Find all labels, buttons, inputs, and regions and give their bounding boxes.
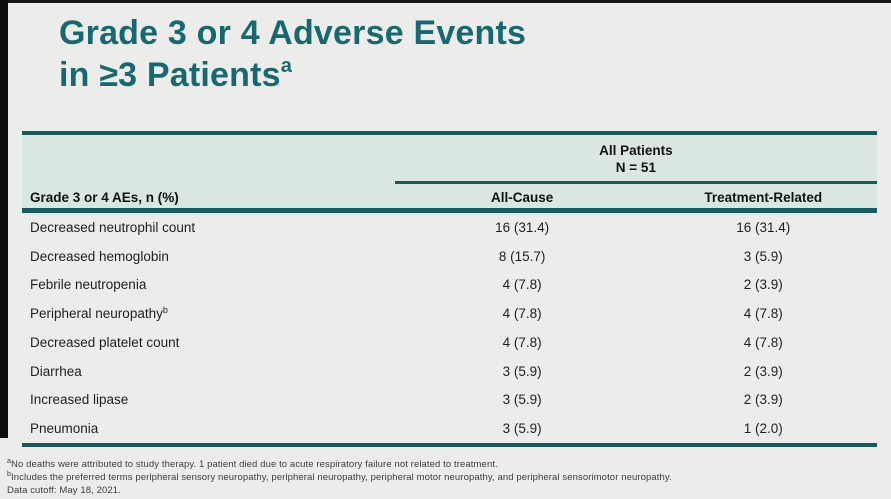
slide-title-line2: in ≥3 Patientsa xyxy=(59,55,293,94)
cell-treatment-related: 2 (3.9) xyxy=(743,363,783,379)
adverse-events-table: All Patients N = 51 Grade 3 or 4 AEs, n … xyxy=(22,131,877,447)
row-label: Febrile neutropenia xyxy=(30,277,147,293)
column-header-aes: Grade 3 or 4 AEs, n (%) xyxy=(30,190,179,205)
row-label: Decreased neutrophil count xyxy=(30,219,196,235)
table-row: Decreased neutrophil count 16 (31.4) 16 … xyxy=(22,213,877,242)
cell-all-cause: 3 (5.9) xyxy=(502,392,542,408)
cell-all-cause: 4 (7.8) xyxy=(502,277,542,293)
row-label: Increased lipase xyxy=(30,392,129,408)
footnote-a-marker: a xyxy=(7,457,11,465)
cell-all-cause: 16 (31.4) xyxy=(495,219,550,235)
table-row: Pneumonia 3 (5.9) 1 (2.0) xyxy=(22,414,877,443)
spanner-line2: N = 51 xyxy=(615,160,656,175)
table-row: Increased lipase 3 (5.9) 2 (3.9) xyxy=(22,386,877,415)
table-row: Peripheral neuropathyb 4 (7.8) 4 (7.8) xyxy=(22,299,877,328)
left-edge-bar xyxy=(0,0,8,438)
slide-title-line1: Grade 3 or 4 Adverse Events xyxy=(59,14,527,52)
cell-all-cause: 4 (7.8) xyxy=(502,334,542,350)
cell-treatment-related: 2 (3.9) xyxy=(743,277,783,293)
cell-treatment-related: 2 (3.9) xyxy=(743,392,783,408)
column-header-treatment-related: Treatment-Related xyxy=(704,190,823,205)
table-header: All Patients N = 51 Grade 3 or 4 AEs, n … xyxy=(22,131,877,213)
cell-treatment-related: 3 (5.9) xyxy=(743,248,783,264)
footnote-a: aNo deaths were attributed to study ther… xyxy=(7,457,498,470)
table-row: Febrile neutropenia 4 (7.8) 2 (3.9) xyxy=(22,271,877,300)
cell-all-cause: 4 (7.8) xyxy=(502,306,542,322)
footnotes: aNo deaths were attributed to study ther… xyxy=(7,458,672,497)
row-label: Decreased hemoglobin xyxy=(30,248,169,264)
cell-all-cause: 3 (5.9) xyxy=(502,363,542,379)
footnote-data-cutoff: Data cutoff: May 18, 2021. xyxy=(7,485,121,496)
spanner-line1: All Patients xyxy=(599,143,673,158)
cell-treatment-related: 4 (7.8) xyxy=(743,306,783,322)
row-label: Decreased platelet count xyxy=(30,334,180,350)
table-row: Diarrhea 3 (5.9) 2 (3.9) xyxy=(22,357,877,386)
footnote-b-marker: b xyxy=(7,470,11,478)
cell-treatment-related: 16 (31.4) xyxy=(736,219,791,235)
cell-all-cause: 8 (15.7) xyxy=(498,248,546,264)
title-footnote-marker: a xyxy=(280,55,293,77)
table-body: Decreased neutrophil count 16 (31.4) 16 … xyxy=(22,213,877,447)
table-row: Decreased hemoglobin 8 (15.7) 3 (5.9) xyxy=(22,242,877,271)
row-footnote-marker: b xyxy=(162,305,168,316)
slide-title: Grade 3 or 4 Adverse Events in ≥3 Patien… xyxy=(59,12,526,96)
table-row: Decreased platelet count 4 (7.8) 4 (7.8) xyxy=(22,328,877,357)
cell-treatment-related: 4 (7.8) xyxy=(743,334,783,350)
cell-all-cause: 3 (5.9) xyxy=(502,421,542,437)
column-headers: Grade 3 or 4 AEs, n (%) All-Cause Treatm… xyxy=(22,190,877,205)
row-label: Pneumonia xyxy=(30,421,99,437)
spanner-all-patients: All Patients N = 51 xyxy=(395,142,877,176)
spanner-underline xyxy=(394,181,877,184)
top-edge-bar xyxy=(0,0,891,3)
row-label: Peripheral neuropathyb xyxy=(30,305,168,322)
row-label: Diarrhea xyxy=(30,363,82,379)
cell-treatment-related: 1 (2.0) xyxy=(743,421,783,437)
footnote-b: bIncludes the preferred terms peripheral… xyxy=(7,470,672,483)
column-header-all-cause: All-Cause xyxy=(491,190,554,205)
